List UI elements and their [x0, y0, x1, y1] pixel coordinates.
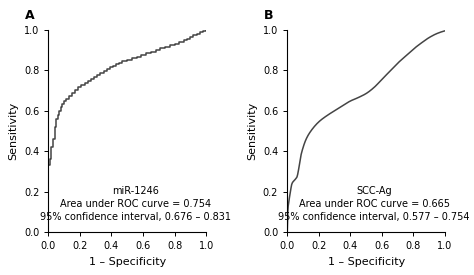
Text: SCC-Ag
Area under ROC curve = 0.665
95% confidence interval, 0.577 – 0.754: SCC-Ag Area under ROC curve = 0.665 95% …: [278, 186, 470, 222]
X-axis label: 1 – Specificity: 1 – Specificity: [328, 257, 405, 267]
Text: A: A: [25, 9, 34, 22]
Text: B: B: [264, 9, 273, 22]
Y-axis label: Sensitivity: Sensitivity: [9, 102, 18, 160]
X-axis label: 1 – Specificity: 1 – Specificity: [89, 257, 166, 267]
Text: miR-1246
Area under ROC curve = 0.754
95% confidence interval, 0.676 – 0.831: miR-1246 Area under ROC curve = 0.754 95…: [40, 186, 230, 222]
Y-axis label: Sensitivity: Sensitivity: [247, 102, 257, 160]
